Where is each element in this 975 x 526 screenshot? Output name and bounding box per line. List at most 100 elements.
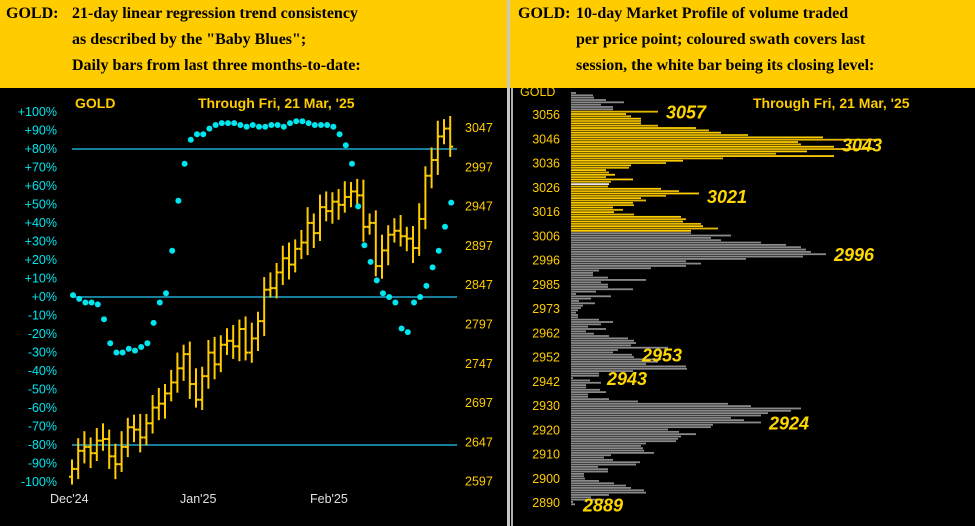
price-bar [310,213,317,249]
price-tick-label: 2942 [532,375,560,389]
volume-bar [571,204,634,207]
regression-chart: GOLD Through Fri, 21 Mar, '25 +100% +90% +… [18,95,493,506]
price-tick-label: 3036 [532,157,560,171]
price-bar [441,119,447,145]
volume-bar [571,234,731,237]
price-tick-label: 3056 [532,108,560,122]
volume-bar [571,307,581,309]
volume-bar [571,281,601,284]
baby-blue-dot [268,121,275,128]
volume-bar [571,400,638,403]
volume-bar [571,117,641,120]
price-bar [87,437,94,469]
baby-blue-dot [212,121,219,128]
volume-bar [571,416,731,419]
volume-bar [571,110,658,113]
baby-blue-dot [367,258,374,265]
volume-bar [571,480,599,482]
baby-blue-dot [342,142,349,149]
price-bar [255,311,261,352]
baby-blue-dot [448,199,455,206]
volume-bar [571,197,641,200]
volume-bar [571,482,614,485]
price-bar [273,262,280,299]
volume-bar [571,395,588,398]
volume-bar [571,437,678,440]
volume-bar [571,421,761,424]
volume-bar [571,183,609,186]
volume-bar [571,138,881,141]
price-bar [391,218,398,243]
volume-bar [571,428,668,431]
right-header-prefix: GOLD: [518,5,571,22]
month-label: Jan'25 [180,492,216,506]
price-bar [149,395,156,434]
volume-bar [571,122,641,125]
volume-callout: 2889 [582,495,623,515]
baby-blue-dot [442,223,448,230]
month-label: Feb'25 [310,492,348,506]
price-bar [118,431,125,473]
baby-blue-dot [404,329,411,336]
price-bar [416,203,423,256]
volume-bar [571,248,806,251]
baby-blue-dot [70,292,76,299]
price-bar [81,431,88,464]
price-bar [379,234,385,279]
volume-bar [571,236,711,239]
baby-blue-dot [181,160,188,167]
price-bar [304,207,311,256]
price-bar [155,387,162,421]
price-bar [434,120,441,175]
volume-bar [571,442,646,445]
volume-bar [571,201,633,204]
volume-bar [571,451,654,454]
baby-blue-dot [423,282,430,289]
price-bar [174,352,181,393]
pct-tick-label: -30% [28,346,57,360]
baby-blue-dot [175,197,182,204]
volume-bar [571,447,643,450]
baby-blue-dot [249,121,256,128]
price-tick-label: 2597 [465,475,493,489]
volume-bar [571,145,834,148]
price-tick-label: 2890 [532,496,560,510]
price-tick-label: 2952 [532,351,560,365]
baby-blue-dot [311,121,318,128]
volume-bar [571,388,600,391]
volume-bar [571,260,686,263]
price-tick-label: 3016 [532,205,560,219]
volume-bar [571,290,596,293]
volume-bar [571,458,613,461]
volume-bar [571,465,598,468]
baby-blue-dot [392,299,399,306]
volume-bar [571,470,608,473]
volume-bar [571,176,606,178]
baby-blue-dot [206,125,213,132]
price-bar [323,191,330,222]
baby-blue-dot [125,345,132,352]
price-bar [205,340,212,389]
price-bar [292,239,299,273]
price-bar [131,414,137,443]
volume-bar [571,150,807,153]
volume-callout: 2943 [606,369,647,389]
price-bar [341,181,348,213]
volume-bar [571,498,604,501]
volume-bar [571,255,803,258]
volume-bar [571,328,606,330]
price-bar [447,115,454,157]
baby-blue-dot [336,131,343,138]
volume-bar [571,185,608,188]
price-tick-label: 2973 [532,302,560,316]
price-bar [267,272,274,298]
volume-bar [571,351,613,354]
volume-callout: 2996 [833,245,875,265]
market-profile-panel: GOLD: 10-day Market Profile of volume tr… [510,0,975,526]
volume-bar [571,332,594,335]
volume-bar [571,496,591,499]
volume-bar [571,314,578,316]
price-tick-label: 2910 [532,448,560,462]
baby-blue-dot [225,120,231,127]
price-tick-label: 2847 [465,278,493,292]
